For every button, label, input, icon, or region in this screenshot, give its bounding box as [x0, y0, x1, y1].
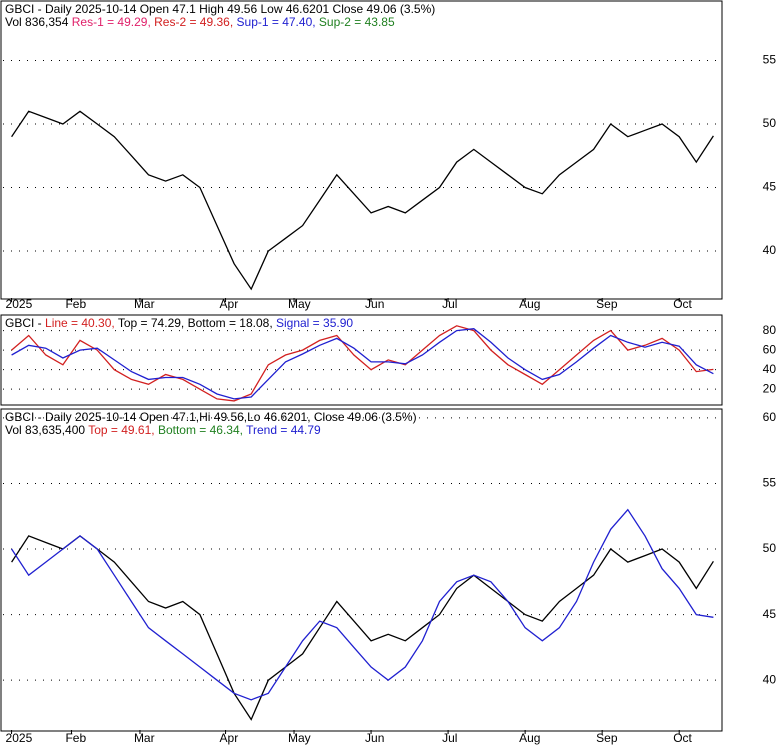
- y-tick-label: 60: [763, 410, 777, 424]
- y-tick-label: 80: [763, 323, 777, 337]
- header-line: GBCI - Daily 2025-10-14 Open 47.1 High 4…: [5, 2, 435, 16]
- header-item: Line = 40.30,: [45, 316, 118, 330]
- header-item: Signal = 35.90: [276, 316, 353, 330]
- x-tick-label: Feb: [65, 297, 86, 311]
- y-tick-label: 50: [763, 541, 777, 555]
- panel-frame: [0, 314, 723, 406]
- header-item: Trend = 44.79: [246, 423, 321, 437]
- header-item: Vol 83,635,400: [5, 423, 88, 437]
- header-item: Res-1 = 49.29,: [72, 15, 154, 29]
- x-tick-label: Apr: [220, 731, 239, 745]
- x-tick-label: Sep: [596, 731, 618, 745]
- x-tick-label: Jun: [365, 297, 384, 311]
- x-tick-label: Jun: [365, 731, 384, 745]
- header-item: GBCI -: [5, 316, 45, 330]
- y-tick-label: 40: [763, 243, 777, 257]
- x-tick-label: Aug: [519, 297, 540, 311]
- price-line: [11, 535, 714, 721]
- header-item: Sup-2 = 43.85: [319, 15, 395, 29]
- x-tick-label: May: [288, 297, 311, 311]
- y-tick-label: 40: [763, 672, 777, 686]
- price-line: [11, 328, 714, 400]
- price-line: [11, 508, 714, 701]
- header-item: GBCI - Daily 2025-10-14 Open 47.1 High 4…: [5, 2, 435, 16]
- header-item: Top = 49.61,: [88, 423, 158, 437]
- header-item: Sup-1 = 47.40,: [237, 15, 319, 29]
- header-line: GBCI - Line = 40.30, Top = 74.29, Bottom…: [5, 316, 353, 330]
- header-line: Vol 83,635,400 Top = 49.61, Bottom = 46.…: [5, 423, 321, 437]
- y-tick-label: 55: [763, 476, 777, 490]
- x-tick-label: 2025: [6, 297, 33, 311]
- y-tick-label: 45: [763, 180, 777, 194]
- y-tick-label: 40: [763, 362, 777, 376]
- header-item: GBCI - Daily 2025-10-14 Open 47.1,Hi 49.…: [5, 410, 417, 424]
- x-tick-label: Oct: [673, 731, 692, 745]
- y-tick-label: 55: [763, 53, 777, 67]
- header-item: Top = 74.29,: [118, 316, 188, 330]
- price-line: [11, 325, 714, 402]
- y-tick-label: 60: [763, 342, 777, 356]
- header-line: GBCI - Daily 2025-10-14 Open 47.1,Hi 49.…: [5, 410, 417, 424]
- x-tick-label: May: [288, 731, 311, 745]
- x-tick-label: Sep: [596, 297, 618, 311]
- x-tick-label: Mar: [134, 297, 155, 311]
- x-tick-label: Apr: [220, 297, 239, 311]
- header-item: Bottom = 18.08,: [188, 316, 276, 330]
- header-item: Bottom = 46.34,: [158, 423, 246, 437]
- x-tick-label: Jul: [442, 297, 457, 311]
- y-tick-label: 45: [763, 607, 777, 621]
- x-tick-label: Oct: [673, 297, 692, 311]
- x-tick-label: Feb: [65, 731, 86, 745]
- price-line: [11, 110, 714, 291]
- y-tick-label: 50: [763, 116, 777, 130]
- header-item: Res-2 = 49.36,: [154, 15, 236, 29]
- header-item: Vol 836,354: [5, 15, 72, 29]
- x-tick-label: 2025: [6, 731, 33, 745]
- x-tick-label: Jul: [442, 731, 457, 745]
- panel-frame: [0, 0, 723, 300]
- panel-frame: [0, 408, 723, 732]
- y-tick-label: 20: [763, 381, 777, 395]
- x-tick-label: Mar: [134, 731, 155, 745]
- x-tick-label: Aug: [519, 731, 540, 745]
- header-line: Vol 836,354 Res-1 = 49.29, Res-2 = 49.36…: [5, 15, 395, 29]
